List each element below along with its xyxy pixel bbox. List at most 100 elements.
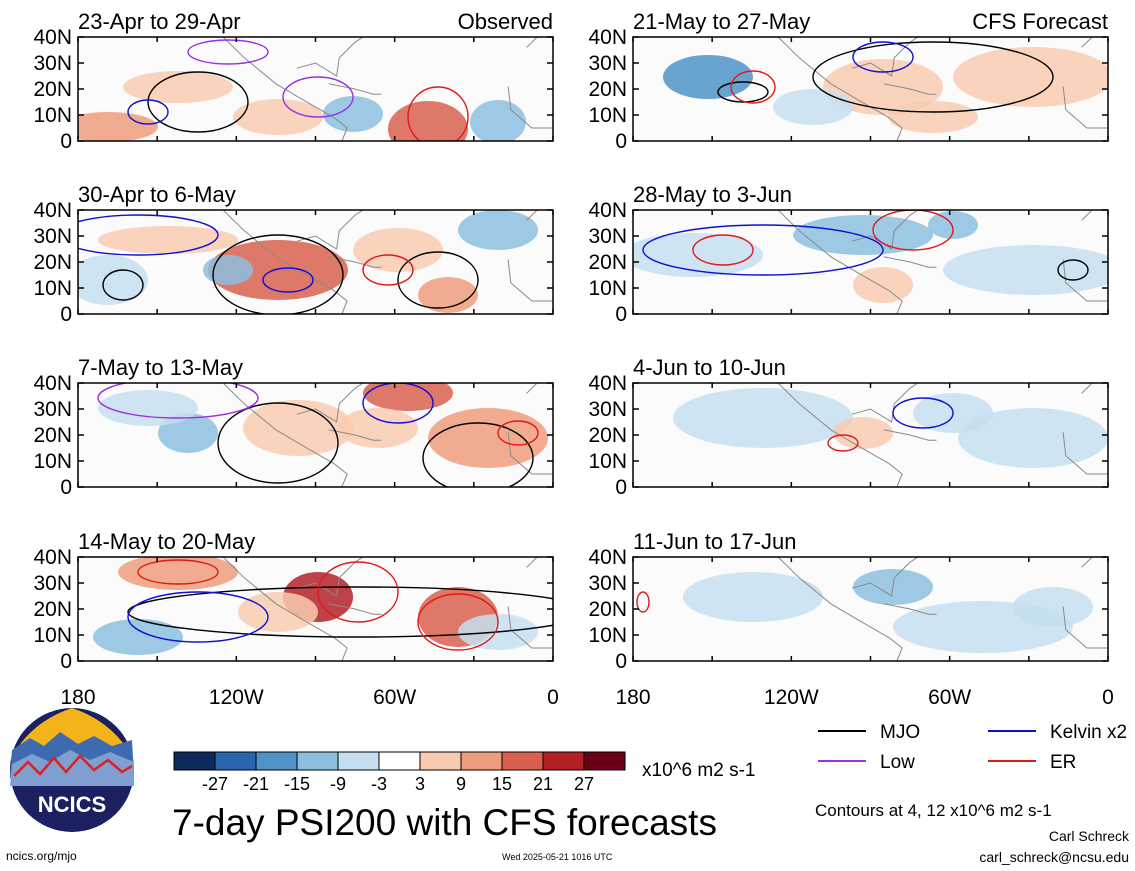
colorbar-units: x10^6 m2 s-1 [642,760,756,781]
contour-line [852,41,914,73]
y-tick-label: 10N [588,624,627,647]
contour-line [407,86,469,141]
anomaly-blob [93,619,183,655]
contour-line [827,434,859,452]
y-tick-label: 30N [588,398,627,421]
contour-line [497,420,539,446]
y-tick-label: 30N [33,572,72,595]
caribbean-islands [883,429,937,441]
colorbar-tick-label: -21 [243,774,269,794]
map-panel: 30-Apr to 6-May 40N 30N 20N 10N 0 [33,182,554,326]
observed-label: Observed [458,9,553,34]
map-panel: 23-Apr to 29-Apr 40N 30N 20N 10N 0 [33,9,554,153]
colorbar-swatch [255,751,298,771]
legend-label: Kelvin x2 [1050,722,1127,743]
contour-line [97,383,259,419]
y-tick-label: 10N [33,624,72,647]
y-tick-label: 0 [60,130,72,153]
caribbean-islands [328,429,382,441]
panel-date-label: 21-May to 27-May [633,9,810,34]
y-tick-label: 20N [33,424,72,447]
map-panel: 28-May to 3-Jun 40N 30N 20N 10N 0 [588,182,1109,326]
coastline [777,557,1108,661]
anomaly-blob [418,277,478,313]
y-tick-label: 20N [588,78,627,101]
anomaly-blob [633,233,763,277]
colorbar-swatch [378,751,421,771]
contour-line [692,234,754,266]
anomaly-blob [98,226,238,254]
contour-line [362,383,434,424]
contour-line [262,267,314,293]
y-tick-label: 10N [588,104,627,127]
y-tick-label: 20N [33,598,72,621]
contour-line [362,254,414,286]
y-tick-label: 0 [60,650,72,673]
colorbar-swatch [583,751,626,771]
contour-line [642,224,884,276]
x-tick-label: 0 [1102,686,1114,709]
x-tick-label: 60W [928,686,971,709]
caribbean-islands [883,603,937,615]
anomaly-blob [118,557,238,590]
source-url-link[interactable]: ncics.org/mjo [6,849,77,863]
y-tick-label: 30N [33,52,72,75]
y-tick-label: 10N [588,450,627,473]
anomaly-blob [98,390,198,426]
panel-date-label: 11-Jun to 17-Jun [633,529,796,554]
anomaly-blob [958,408,1108,468]
forecast-label: CFS Forecast [972,9,1108,34]
y-tick-label: 30N [33,398,72,421]
map-panel: 4-Jun to 10-Jun 40N 30N 20N 10N 0 [588,355,1109,499]
anomaly-blob [833,417,893,449]
contour-line [78,214,219,256]
anomaly-blob [1013,587,1093,627]
legend-label: ER [1050,752,1076,773]
author-email-link[interactable]: carl_schreck@ncsu.edu [979,849,1129,865]
anomaly-blob [238,592,318,632]
y-tick-label: 10N [33,104,72,127]
colorbar: -27 -21 -15 -9 -3 3 9 15 21 27 [173,751,626,794]
anomaly-blob [338,408,418,448]
x-tick-label: 0 [547,686,559,709]
coastline [222,383,553,487]
logo-text: NCICS [38,792,106,817]
colorbar-tick-label: 9 [456,774,466,794]
x-tick-label: 60W [373,686,416,709]
y-tick-label: 20N [33,78,72,101]
contour-line [147,71,249,133]
y-tick-label: 40N [33,26,72,49]
caribbean-islands [883,256,937,268]
anomaly-blob [233,99,323,135]
anomaly-blob [823,59,943,115]
anomaly-blob [888,101,978,133]
y-tick-label: 0 [615,650,627,673]
anomaly-blob [853,267,913,303]
coastline [777,210,1108,314]
axes-layer: Observed CFS Forecast [458,9,1108,34]
timestamp: Wed 2025-05-21 1016 UTC [502,852,613,862]
anomaly-blob [428,408,548,468]
anomaly-blob [928,211,978,239]
colorbar-swatch [337,751,380,771]
anomaly-blob [470,100,526,141]
colorbar-tick-label: 15 [492,774,512,794]
contour-line [892,397,954,429]
anomaly-blob [943,245,1108,295]
anomaly-blob [773,89,853,125]
anomaly-blob [353,228,443,272]
contour-line [102,269,144,301]
contour-line [422,422,534,487]
y-tick-label: 0 [615,476,627,499]
y-tick-label: 40N [588,372,627,395]
contour-line [417,593,499,651]
anomaly-blob [793,215,933,255]
y-tick-label: 20N [588,424,627,447]
contour-line [127,591,269,643]
legend-label: Low [880,752,915,773]
contour-line [217,402,339,484]
y-tick-label: 20N [588,598,627,621]
contour-line [212,234,344,314]
